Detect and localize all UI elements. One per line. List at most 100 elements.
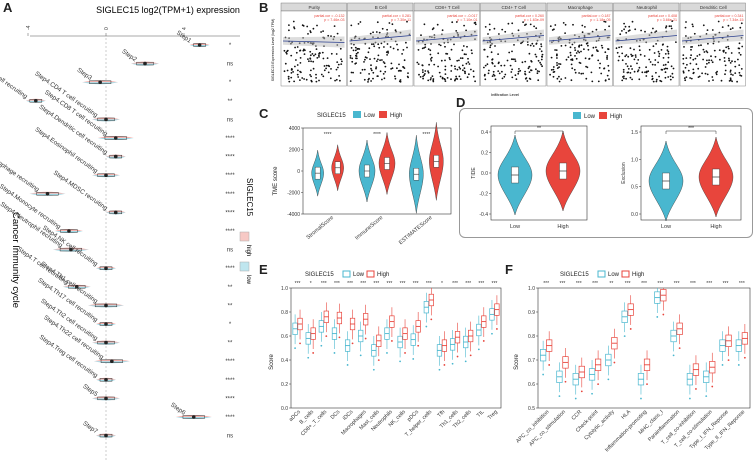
panel-b-point <box>397 70 400 72</box>
panel-b-point <box>633 70 636 73</box>
panel-b-point <box>633 58 636 61</box>
panel-b-point <box>727 24 730 27</box>
panel-a-legend-high-label: high <box>245 245 251 256</box>
panel-b-point <box>711 61 714 64</box>
panel-b-point <box>570 79 573 82</box>
panel-b-point <box>591 54 594 57</box>
panel-d-ytick: 0.0 <box>481 171 488 177</box>
panel-b-point <box>432 80 435 83</box>
panel-b-point <box>497 53 499 55</box>
panel-e-signif: *** <box>347 281 353 287</box>
panel-c-legend-low: Low <box>364 113 376 119</box>
panel-d-ytick: 0.5 <box>631 185 638 191</box>
panel-b-point <box>474 80 476 83</box>
panel-b-point <box>524 77 527 80</box>
panel-a-signif: * <box>229 80 232 86</box>
panel-e-signif: *** <box>373 281 379 287</box>
panel-e-outlier <box>425 325 428 328</box>
panel-b-point <box>625 54 628 56</box>
panel-b-stat-p: p = 1.18e-05 <box>590 18 610 22</box>
panel-c-legend-high: High <box>390 113 402 119</box>
panel-b-point <box>288 24 290 26</box>
panel-b-point <box>430 56 433 59</box>
panel-f-signif: *** <box>723 281 729 287</box>
panel-b-point <box>644 71 646 74</box>
panel-b-point <box>383 62 386 65</box>
panel-b-point <box>631 54 634 57</box>
panel-b-point <box>339 47 342 50</box>
panel-b-point <box>738 64 741 66</box>
panel-b-point <box>666 45 669 48</box>
panel-b-point <box>597 59 600 62</box>
panel-b-point <box>391 23 394 26</box>
panel-b-point <box>455 21 458 23</box>
panel-e-outlier <box>456 355 459 358</box>
panel-b-point <box>558 63 560 65</box>
panel-b-point <box>323 65 326 67</box>
panel-e-signif: *** <box>387 281 393 287</box>
panel-b-point <box>494 45 496 47</box>
panel-b-point <box>598 67 601 69</box>
panel-b-point <box>648 48 651 51</box>
panel-d-subplot: 1.5 1.0 0.5 0.0 Exclusion Low High *** <box>621 125 742 230</box>
panel-b-point <box>432 27 435 29</box>
panel-b-point <box>633 48 635 51</box>
panel-e-ytick: 0.6 <box>281 334 288 340</box>
panel-b-point <box>450 64 453 67</box>
panel-b-point <box>390 68 392 70</box>
panel-b-point <box>377 43 380 46</box>
panel-c-signif: **** <box>422 132 430 138</box>
panel-b-point <box>728 59 731 62</box>
panel-b-point <box>308 60 310 63</box>
panel-a-title: SIGLEC15 log2(TPM+1) expression <box>96 5 240 15</box>
panel-b-point <box>503 64 506 67</box>
panel-b-point <box>662 64 665 66</box>
panel-c-frame <box>302 127 452 215</box>
panel-b-point <box>339 79 341 82</box>
panel-b-point <box>570 58 572 61</box>
panel-b-point <box>694 57 697 60</box>
panel-b-point <box>337 63 340 66</box>
panel-b-point <box>729 71 732 73</box>
panel-b-point <box>318 56 320 58</box>
panel-b-point <box>382 61 385 63</box>
panel-b-point <box>321 51 324 54</box>
panel-b-point <box>386 43 389 45</box>
panel-b-point <box>671 72 674 75</box>
panel-b-point <box>666 49 669 51</box>
panel-d-ytick: -0.4 <box>479 212 488 218</box>
panel-b-point <box>466 45 468 48</box>
panel-b-point <box>309 74 311 76</box>
panel-b-point <box>721 26 724 28</box>
panel-b-point <box>737 47 740 50</box>
panel-f-xtick: CCR <box>571 409 584 422</box>
panel-a-signif: **** <box>225 266 235 272</box>
panel-e-signif: *** <box>492 281 498 287</box>
panel-b-point <box>655 43 657 45</box>
panel-b-point <box>684 26 687 29</box>
panel-b-point <box>444 68 447 71</box>
panel-b-point <box>603 20 606 23</box>
panel-b-point <box>423 23 426 26</box>
panel-b-point <box>623 77 625 80</box>
panel-b-point <box>424 73 426 75</box>
panel-b-point <box>652 80 655 83</box>
panel-b-point <box>322 30 324 32</box>
panel-b-point <box>456 78 459 80</box>
panel-b-point <box>564 32 566 34</box>
panel-b-point <box>619 33 622 36</box>
panel-b-stat-cor: partial.cor = 0.281 <box>382 14 411 18</box>
panel-b-point <box>713 49 716 52</box>
panel-b-chart: SIGLEC15 Expression Level (log2 TPM) Inf… <box>271 2 746 97</box>
panel-b-point <box>349 57 352 59</box>
panel-b-point <box>465 29 467 32</box>
panel-a-row: Step7 ns <box>81 420 233 440</box>
panel-b-point <box>578 61 581 64</box>
panel-b-point <box>622 76 624 78</box>
panel-b-point <box>373 45 376 48</box>
panel-b-point <box>307 58 309 60</box>
panel-b-point <box>293 80 295 83</box>
panel-c-signif: **** <box>373 132 381 138</box>
panel-d-ytick: 1.5 <box>631 130 638 136</box>
panel-e-signif: *** <box>334 281 340 287</box>
